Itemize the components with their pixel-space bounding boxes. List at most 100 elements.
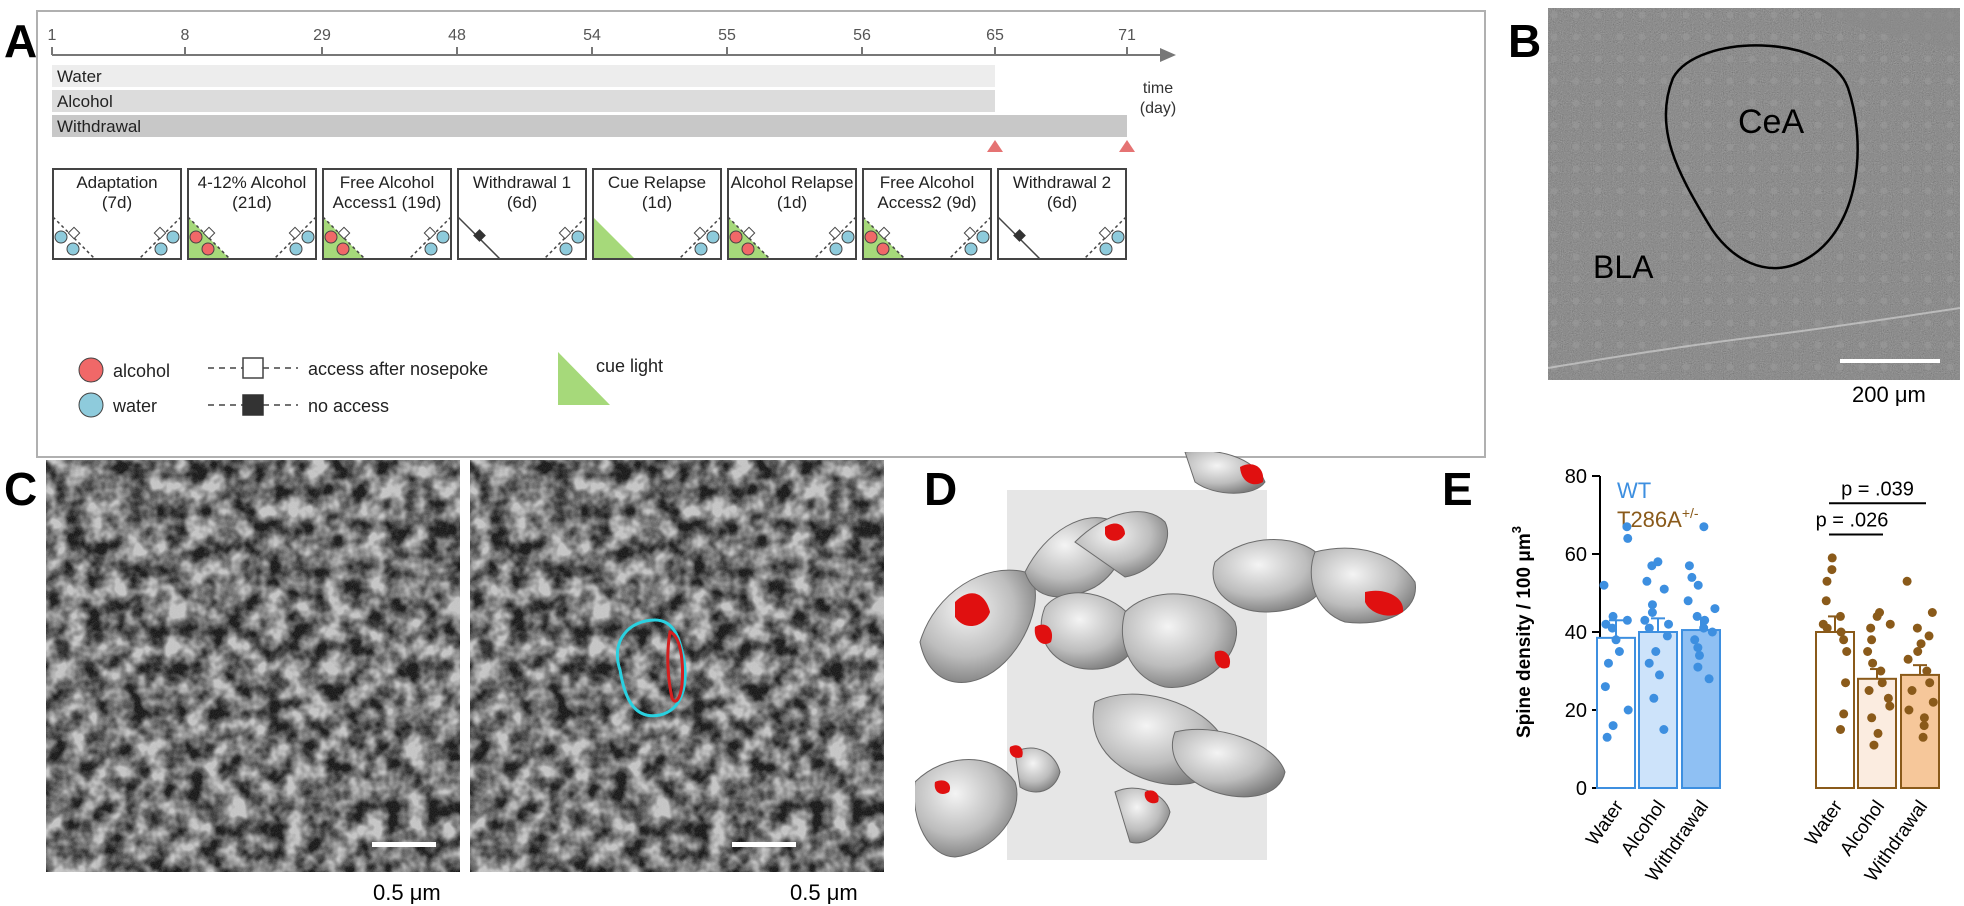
data-point (1919, 713, 1929, 723)
bottle-icon (54, 230, 68, 244)
legend-access-label: access after nosepoke (308, 359, 488, 379)
nosepoke-icon (963, 226, 977, 240)
panel-a-legend: alcohol water access after nosepoke no acce… (78, 352, 663, 418)
data-point (1864, 686, 1874, 695)
legend-water-label: water (112, 396, 157, 416)
data-point (1640, 615, 1650, 625)
p-value-label: p = .039 (1841, 478, 1914, 500)
scale-label-c-left: 0.5 μm (373, 880, 441, 905)
divider-line (187, 216, 231, 260)
data-point (1647, 600, 1657, 610)
timeline-tick-label: 54 (583, 27, 601, 44)
phase-box-frame (727, 168, 857, 260)
data-point (1707, 627, 1717, 637)
data-point (1877, 678, 1887, 688)
bottle-icon (324, 230, 338, 244)
phase-box: Withdrawal 1(6d) (457, 168, 587, 260)
data-point (1827, 553, 1837, 563)
bottle-icon (694, 242, 708, 256)
no-access-icon (1013, 229, 1026, 242)
bottle-icon (964, 242, 978, 256)
data-point (1822, 576, 1832, 586)
phase-title: 4-12% Alcohol (198, 173, 307, 192)
data-point (1683, 596, 1693, 606)
phase-title: Cue Relapse (608, 173, 706, 192)
data-point (1647, 561, 1657, 571)
no-access-icon (473, 229, 486, 242)
divider-line (543, 216, 587, 260)
bottle-icon (424, 242, 438, 256)
data-point (1928, 697, 1938, 707)
timepoint-marker (1119, 140, 1135, 152)
scale-bar-c-left (372, 842, 436, 847)
data-point (1622, 615, 1632, 625)
panel-d-3d-reconstruction (915, 452, 1416, 860)
phase-box-frame (322, 168, 452, 260)
region-label-cea: CeA (1738, 103, 1804, 141)
data-point (1839, 709, 1849, 719)
bar (1681, 629, 1721, 789)
data-point (1599, 580, 1609, 590)
y-tick-label: 80 (1565, 466, 1587, 488)
phase-boxes: Adaptation(7d)4-12% Alcohol(21d)Free Alc… (52, 168, 1127, 260)
divider-line (727, 216, 771, 260)
data-point (1699, 522, 1709, 532)
panel-label-e: E (1442, 463, 1473, 515)
water-legend-icon (78, 392, 104, 418)
data-point (1600, 682, 1610, 692)
data-point (1868, 658, 1878, 668)
data-point (1607, 623, 1617, 633)
p-value-label: p = .026 (1816, 510, 1889, 532)
panel-a-figure: 1 8 29 48 54 55 56 65 71 time (day) Water Alcohol Wit… (36, 10, 1486, 458)
nosepoke-icon (693, 226, 707, 240)
phase-box: 4-12% Alcohol(21d) (187, 168, 317, 260)
phase-box: Alcohol Relapse(1d) (727, 168, 857, 260)
bottle-icon (66, 242, 80, 256)
legend-alcohol-label: alcohol (113, 361, 170, 381)
data-point (1693, 580, 1703, 590)
phase-duration: Access2 (9d) (877, 193, 976, 212)
phase-title: Free Alcohol (340, 173, 435, 192)
nosepoke-icon (1098, 226, 1112, 240)
data-point (1687, 572, 1697, 582)
data-point (1912, 623, 1922, 633)
no-access-legend-icon (242, 394, 264, 416)
data-point (1835, 611, 1845, 621)
divider-line (408, 216, 452, 260)
bottle-icon (1099, 242, 1113, 256)
cue-light-icon (593, 217, 635, 259)
nosepoke-icon (67, 226, 81, 240)
data-point (1693, 643, 1703, 653)
timeline-tick-label: 48 (448, 27, 466, 44)
data-point (1872, 611, 1882, 621)
bottle-icon (289, 242, 303, 256)
timeline-bar-label: Water (57, 67, 102, 86)
data-point (1836, 627, 1846, 637)
data-point (1611, 635, 1621, 645)
data-point (1608, 611, 1618, 621)
timeline-bar-label: Withdrawal (57, 117, 141, 136)
phase-box: Cue Relapse(1d) (592, 168, 722, 260)
data-point (1693, 662, 1703, 672)
data-point (1710, 604, 1720, 614)
data-point (1659, 725, 1669, 734)
phase-title: Free Alcohol (880, 173, 975, 192)
data-point (1916, 639, 1926, 649)
data-point (1903, 654, 1913, 664)
data-point (1922, 666, 1932, 676)
data-point (1876, 666, 1886, 676)
data-point (1623, 705, 1633, 715)
y-tick-label: 0 (1576, 778, 1587, 800)
bottle-icon (741, 242, 755, 256)
panel-c-em-images (46, 460, 884, 872)
data-point (1654, 670, 1664, 680)
scale-label-b: 200 μm (1852, 382, 1926, 407)
divider-line (813, 216, 857, 260)
phase-box-frame (592, 168, 722, 260)
bottle-icon (301, 230, 315, 244)
data-point (1842, 647, 1852, 656)
data-point (1885, 701, 1895, 711)
timeline-tick-label: 56 (853, 27, 871, 44)
